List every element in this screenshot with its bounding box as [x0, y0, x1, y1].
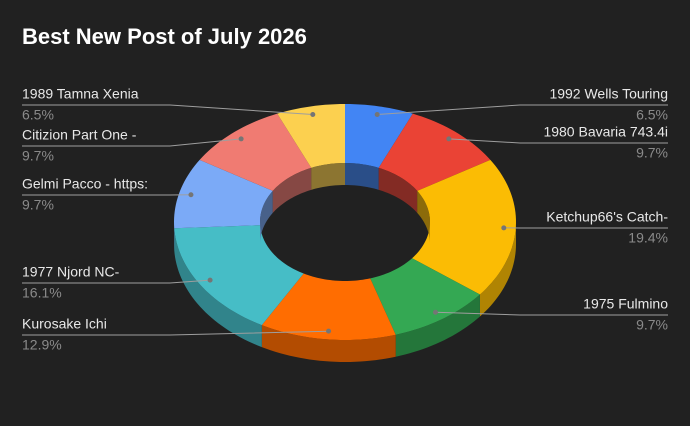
slice-side — [395, 294, 480, 357]
slice — [174, 159, 273, 229]
leader-dot — [310, 112, 316, 118]
slice-inner-side — [311, 163, 345, 190]
value-label: 16.1% — [22, 285, 62, 301]
slice-label: Kurosake Ichi — [22, 316, 107, 332]
slice-label: Gelmi Pacco - https: — [22, 176, 148, 192]
slice-side — [174, 228, 262, 348]
value-label: 9.7% — [22, 197, 54, 213]
slice-inner-side — [378, 167, 418, 213]
slice-inner-side — [272, 167, 312, 213]
value-label: 6.5% — [22, 107, 54, 123]
leader-line — [377, 104, 668, 115]
slice — [199, 113, 312, 191]
leader-line — [22, 138, 242, 147]
slice-inner-side — [345, 163, 379, 190]
leader-line — [22, 279, 211, 284]
slice — [345, 104, 413, 168]
slice-inner-side — [260, 190, 273, 244]
value-label: 9.7% — [636, 317, 668, 333]
leader-dot — [188, 192, 194, 198]
slice-label: 1977 Njord NC- — [22, 264, 120, 280]
leader-dot — [501, 225, 507, 231]
leader-line — [435, 311, 668, 316]
chart-title: Best New Post of July 2026 — [22, 24, 307, 49]
leader-dot — [238, 136, 244, 142]
leader-dot — [326, 328, 332, 334]
slice-side — [261, 325, 396, 362]
slice-inner-side — [417, 190, 430, 244]
leader-dot — [374, 112, 380, 118]
slice-label: 1975 Fulmino — [583, 296, 668, 312]
value-label: 9.7% — [22, 148, 54, 164]
slice-label: 1989 Tamna Xenia — [22, 86, 139, 102]
slice-side — [479, 222, 516, 317]
leader-line — [448, 138, 668, 144]
slice-label: Ketchup66's Catch- — [546, 209, 668, 225]
leader-line — [22, 104, 313, 115]
value-label: 12.9% — [22, 337, 62, 353]
slice — [174, 225, 304, 326]
slice-label: 1980 Bavaria 743.4i — [543, 124, 668, 140]
leader-dot — [432, 309, 438, 315]
slice-label: Citizion Part One - — [22, 127, 137, 143]
value-label: 9.7% — [636, 145, 668, 161]
slice — [277, 104, 345, 168]
slice — [261, 273, 396, 340]
slice-label: 1992 Wells Touring — [549, 86, 668, 102]
slice — [378, 113, 491, 191]
leader-line — [22, 330, 329, 336]
leader-dot — [207, 277, 213, 283]
slice — [370, 258, 480, 335]
value-label: 6.5% — [636, 107, 668, 123]
slice — [412, 159, 516, 295]
value-label: 19.4% — [628, 230, 668, 246]
leader-dot — [446, 136, 452, 142]
